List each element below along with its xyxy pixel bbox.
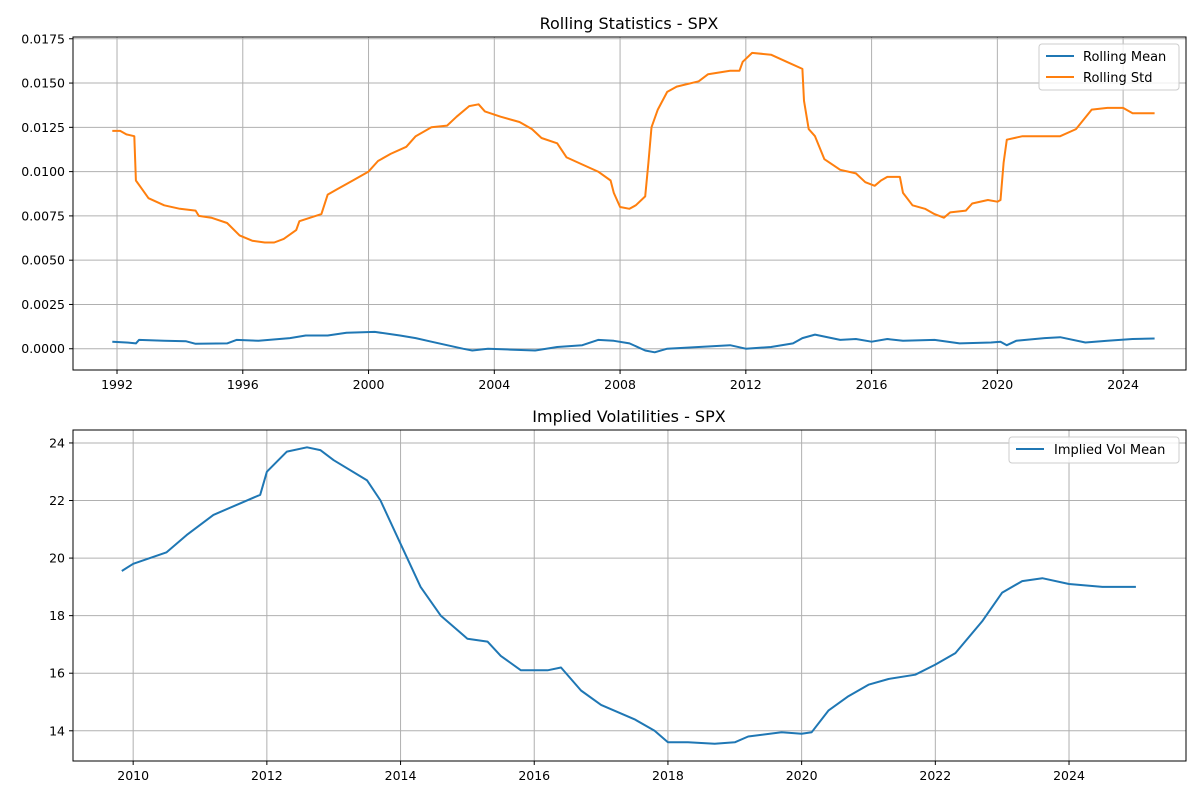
series-line-rolling-mean [112, 330, 1155, 354]
y-tick-label: 0.0025 [21, 297, 65, 312]
implied-volatilities-frame [72, 429, 1187, 762]
implied-volatilities-subplot: Implied Volatilities - SPX 2010 2012 2014 2… [49, 407, 1187, 783]
y-tick-label: 24 [49, 435, 65, 450]
y-tick-label: 20 [49, 551, 65, 566]
rolling-statistics-frame [72, 36, 1187, 371]
y-tick-label: 0.0075 [21, 208, 65, 223]
x-tick-label: 2014 [385, 768, 417, 783]
series-line-rolling-std [112, 51, 1155, 244]
x-tick-label: 2016 [518, 768, 550, 783]
x-tick-label: 2018 [652, 768, 684, 783]
x-tick-label: 1996 [227, 377, 259, 392]
x-tick-label: 2004 [478, 377, 510, 392]
series-line-implied-vol-mean [121, 446, 1136, 745]
implied-volatilities-title: Implied Volatilities - SPX [532, 407, 725, 426]
legend-box [1008, 436, 1180, 464]
y-tick-label: 0.0050 [21, 253, 65, 268]
x-tick-label: 2024 [1107, 377, 1139, 392]
y-tick-label: 0.0175 [21, 31, 65, 46]
legend-label-implied-vol-mean: Implied Vol Mean [1054, 443, 1165, 458]
implied-volatilities-legend: Implied Vol Mean [1008, 436, 1180, 464]
x-tick-label: 2000 [353, 377, 385, 392]
x-tick-label: 2020 [981, 377, 1013, 392]
x-tick-label: 2020 [786, 768, 818, 783]
y-tick-label: 14 [49, 723, 65, 738]
y-tick-label: 0.0150 [21, 76, 65, 91]
y-tick-label: 18 [49, 608, 65, 623]
x-tick-label: 2012 [251, 768, 283, 783]
x-tick-label: 2010 [117, 768, 149, 783]
y-tick-label: 0.0100 [21, 164, 65, 179]
rolling-statistics-title: Rolling Statistics - SPX [540, 14, 719, 33]
x-tick-label: 2022 [919, 768, 951, 783]
legend-label-rolling-std: Rolling Std [1083, 71, 1152, 86]
y-tick-label: 22 [49, 493, 65, 508]
x-tick-label: 2024 [1053, 768, 1085, 783]
y-tick-label: 0.0125 [21, 120, 65, 135]
rolling-statistics-legend: Rolling Mean Rolling Std [1038, 43, 1180, 91]
x-tick-label: 2016 [856, 377, 888, 392]
x-tick-label: 1992 [101, 377, 133, 392]
x-tick-label: 2012 [730, 377, 762, 392]
y-tick-label: 0.0000 [21, 341, 65, 356]
x-tick-label: 2008 [604, 377, 636, 392]
rolling-statistics-subplot: Rolling Statistics - SPX 1992 1996 2000 200… [21, 14, 1187, 392]
legend-label-rolling-mean: Rolling Mean [1083, 50, 1166, 65]
y-tick-label: 16 [49, 666, 65, 681]
